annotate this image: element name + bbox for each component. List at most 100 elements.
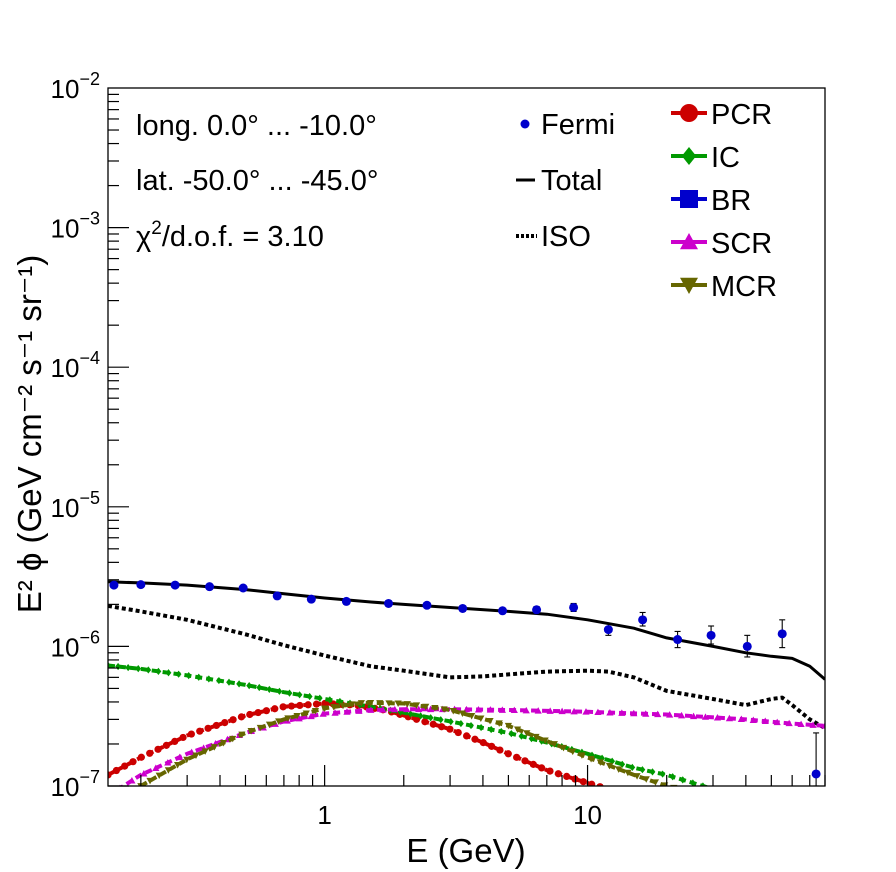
series-marker-scr <box>689 712 698 720</box>
series-marker-pcr <box>179 733 187 742</box>
fermi-point <box>638 611 648 627</box>
y-tick-base: 10 <box>51 772 80 802</box>
series-marker-ic <box>306 692 313 701</box>
series-marker-mcr <box>513 726 522 734</box>
series-marker-pcr <box>437 723 446 731</box>
x-axis-title: E (GeV) <box>406 832 525 869</box>
series-marker-pcr <box>446 725 454 733</box>
legend-marker-ic <box>681 147 697 165</box>
series-total <box>108 580 825 681</box>
series-iso <box>108 603 825 730</box>
series-marker-scr <box>427 705 435 713</box>
fermi-marker <box>238 583 248 593</box>
longitude-annotation: long. 0.0° ... -10.0° <box>136 110 377 142</box>
series-marker-mcr <box>183 756 191 764</box>
series-marker-pcr <box>204 724 212 732</box>
series-marker-mcr <box>541 737 549 744</box>
series-marker-mcr <box>385 700 393 707</box>
series-marker-pcr <box>321 699 329 708</box>
legend-center-label: Fermi <box>541 109 615 141</box>
series-marker-ic <box>669 773 676 781</box>
series-marker-scr <box>558 707 566 715</box>
fermi-point <box>238 583 248 593</box>
legend-right-label: SCR <box>711 228 772 260</box>
series-marker-scr <box>379 706 387 713</box>
series-marker-scr <box>785 719 793 727</box>
legend-center-item-fermi: Fermi <box>520 109 615 141</box>
legend-center-label: Total <box>541 165 602 197</box>
series-marker-ic <box>286 689 293 697</box>
series-marker-mcr <box>265 721 274 729</box>
legend-right-item-scr: SCR <box>671 228 772 260</box>
series-marker-pcr <box>296 701 304 710</box>
legend-right-item-br: BR <box>671 185 751 217</box>
series-marker-scr <box>725 714 733 722</box>
series-marker-mcr <box>201 748 209 755</box>
series-marker-pcr <box>279 703 287 711</box>
series-marker-ic <box>468 721 474 730</box>
legend-fermi-marker <box>520 119 530 129</box>
fermi-point <box>742 634 752 658</box>
series-marker-ic <box>216 676 222 685</box>
series-marker-ic <box>276 687 283 695</box>
fermi-point <box>109 580 119 590</box>
y-tick-base: 10 <box>51 493 80 523</box>
series-marker-ic <box>108 661 111 670</box>
chi2-annotation: χ2/d.o.f. = 3.10 <box>136 218 324 253</box>
series-marker-ic <box>226 678 232 686</box>
series-marker-scr <box>128 777 136 784</box>
series-marker-pcr <box>187 730 195 738</box>
series-marker-scr <box>821 722 825 729</box>
fermi-marker <box>306 594 316 604</box>
y-tick-label: 10−6 <box>51 627 100 662</box>
series-marker-ic <box>437 716 444 724</box>
fermi-point <box>811 732 821 786</box>
series-marker-ic <box>185 672 192 680</box>
legend-right-label: IC <box>711 142 740 174</box>
series-marker-mcr <box>376 700 384 707</box>
series-marker-scr <box>749 716 757 723</box>
series-marker-scr <box>666 711 674 718</box>
y-tick-base: 10 <box>51 214 80 244</box>
y-tick-label: 10−3 <box>51 209 100 244</box>
fermi-point <box>777 619 787 649</box>
y-tick-exponent: −2 <box>79 69 100 89</box>
series-marker-pcr <box>471 735 479 743</box>
series-marker-mcr <box>431 705 439 712</box>
series-marker-mcr <box>339 702 347 710</box>
fermi-point <box>498 606 508 616</box>
series-marker-mcr <box>449 708 457 715</box>
fermi-point <box>136 580 146 590</box>
series-marker-pcr <box>171 737 179 746</box>
series-marker-ic <box>145 666 152 674</box>
series-marker-mcr <box>321 705 329 712</box>
series-marker-mcr <box>403 701 411 708</box>
series-marker-pcr <box>146 749 154 757</box>
series-marker-mcr <box>219 740 228 747</box>
series-marker-ic <box>629 763 636 771</box>
fermi-marker <box>170 580 180 590</box>
fermi-point <box>458 603 468 613</box>
series-marker-mcr <box>569 748 577 756</box>
series-marker-pcr <box>588 780 596 786</box>
series-marker-pcr <box>287 702 296 710</box>
fermi-marker <box>422 600 432 610</box>
fermi-marker <box>109 580 119 590</box>
series-marker-ic <box>659 770 666 778</box>
series-marker-ic <box>205 675 212 683</box>
x-tick-label: 10 <box>573 800 602 830</box>
series-marker-scr <box>391 705 399 713</box>
series-marker-pcr <box>496 746 504 754</box>
legend-center-label: ISO <box>541 221 591 253</box>
series-marker-scr <box>104 792 111 798</box>
series-marker-mcr <box>504 722 513 730</box>
series-marker-mcr <box>348 701 356 708</box>
fermi-point <box>569 602 579 612</box>
fermi-marker <box>638 615 648 625</box>
series-marker-ic <box>447 717 454 726</box>
fermi-marker <box>532 605 542 615</box>
series-marker-ic <box>246 681 253 690</box>
series-marker-mcr <box>275 718 283 725</box>
series-marker-mcr <box>477 715 485 722</box>
